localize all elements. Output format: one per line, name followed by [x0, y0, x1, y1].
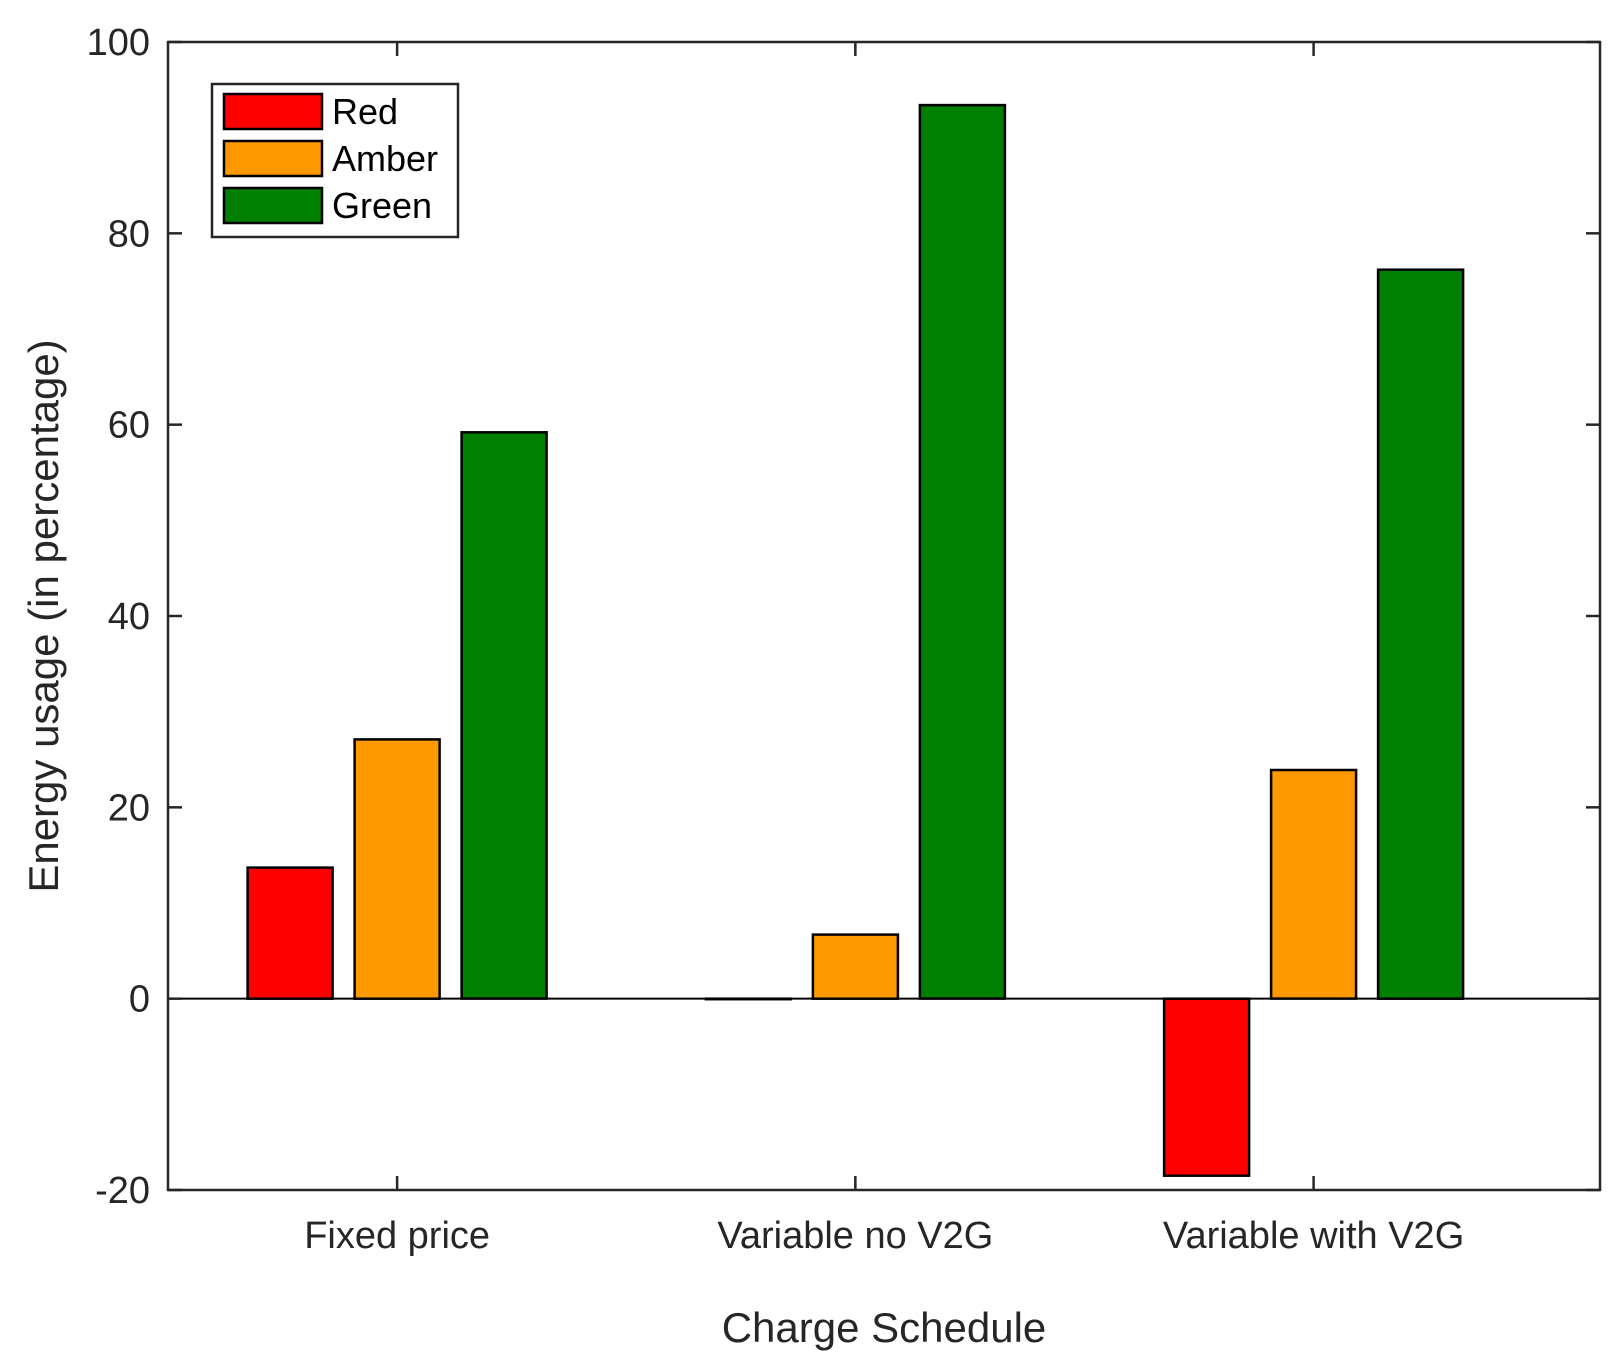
bar-amber-3: [1269, 768, 1358, 1000]
y-tick-label: 80: [108, 213, 150, 255]
bar-amber-2: [811, 933, 900, 1000]
legend-label-green: Green: [332, 185, 432, 226]
x-tick-label: Fixed price: [304, 1215, 490, 1257]
y-tick-label: 100: [87, 22, 150, 64]
bar-amber-1: [353, 738, 441, 1000]
legend-swatch-amber: [222, 139, 324, 178]
legend-label-red: Red: [332, 91, 398, 132]
legend-swatch-red: [222, 92, 324, 131]
y-tick-label: 0: [129, 979, 150, 1021]
bar-red-3: [1162, 997, 1251, 1177]
bars-group: [246, 103, 1465, 1177]
y-tick-label: -20: [95, 1170, 150, 1212]
y-tick-label: 40: [108, 596, 150, 638]
bar-green-2: [918, 103, 1007, 1000]
legend-label-amber: Amber: [332, 138, 438, 179]
y-tick-label: 20: [108, 787, 150, 829]
bar-green-3: [1376, 268, 1465, 1000]
bar-green-1: [460, 431, 548, 1000]
bar-red-1: [246, 866, 334, 1000]
x-tick-label: Variable no V2G: [717, 1215, 993, 1257]
plot-frame: [166, 40, 1602, 1192]
legend-swatch-green: [222, 186, 324, 225]
legend: Red Amber Green: [210, 82, 460, 239]
x-tick-label: Variable with V2G: [1163, 1215, 1464, 1257]
y-axis-title: Energy usage (in percentage): [20, 339, 67, 892]
ticks-group: -20 0 20 40 60 80 100 Fixed price Variable no V2…: [87, 22, 1600, 1257]
y-tick-label: 60: [108, 405, 150, 447]
x-axis-title: Charge Schedule: [722, 1304, 1047, 1351]
